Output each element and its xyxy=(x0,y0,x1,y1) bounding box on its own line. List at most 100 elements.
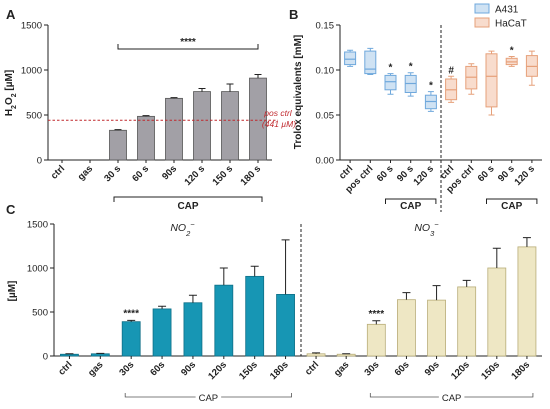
significance-label: **** xyxy=(123,308,139,319)
x-tick-label: 60 s xyxy=(476,163,497,184)
x-tick-label: 180s xyxy=(509,359,532,382)
bar-no2-90s xyxy=(183,302,203,357)
y-tick-label: 0 xyxy=(43,352,48,363)
box-a431-60s xyxy=(384,73,397,95)
error-bar xyxy=(312,352,321,354)
box-a431-ctrl xyxy=(344,49,357,67)
y-tick-label: 0.05 xyxy=(316,111,335,122)
y-axis-label: Trolox equivalents [mM] xyxy=(293,35,304,149)
x-tick-label: 120 s xyxy=(183,163,208,188)
significance-bracket xyxy=(117,44,259,50)
significance-label: **** xyxy=(369,309,385,320)
x-tick-label: 60s xyxy=(148,359,167,378)
bar-no2-180s xyxy=(276,293,295,357)
x-tick-label: gas xyxy=(86,359,105,378)
x-tick-label: gas xyxy=(76,163,95,182)
y-tick-label: 1500 xyxy=(27,220,48,231)
bar-no3-90s xyxy=(427,299,446,357)
cap-bracket xyxy=(486,198,538,204)
bar-no3-180s xyxy=(517,246,537,357)
box-a431-posctrl xyxy=(364,47,377,75)
bar-no3-gas xyxy=(336,353,356,357)
box-whisker xyxy=(488,50,495,116)
x-tick-label: ctrl xyxy=(56,359,74,377)
x-tick-label: 120s xyxy=(449,359,472,382)
panel-b: B 0.00 0.05 0.10 0.15 Trolox equivalents [mM]… xyxy=(289,3,542,212)
significance-mark: * xyxy=(429,81,433,92)
y-tick-label: 500 xyxy=(26,111,42,122)
x-tick-label: 120 s xyxy=(411,163,436,188)
y-tick-label: 0.00 xyxy=(316,156,335,167)
error-bar xyxy=(254,74,262,79)
y-tick-label: 0.10 xyxy=(316,66,335,77)
legend-item-hacat: HaCaT xyxy=(474,17,527,30)
error-bar xyxy=(127,319,136,322)
x-tick-label: ctrl xyxy=(49,163,67,181)
error-bar xyxy=(170,97,178,99)
bar-120s xyxy=(193,91,211,161)
box-body xyxy=(344,51,357,66)
error-bar xyxy=(372,320,381,325)
error-bar xyxy=(188,294,197,303)
legend-swatch xyxy=(474,3,490,14)
series-label-no3: NO3− xyxy=(414,220,439,238)
bar-no2-ctrl xyxy=(60,353,79,357)
y-axis-label: H2O2 [µM] xyxy=(4,70,18,116)
x-tick-label: gas xyxy=(332,359,351,378)
box-body xyxy=(364,50,377,75)
panel-letter-a: A xyxy=(6,7,16,22)
reference-label: pos ctrl xyxy=(263,108,293,118)
legend-label: HaCaT xyxy=(495,19,527,30)
series-label-no2: NO2− xyxy=(170,220,195,238)
box-whisker xyxy=(347,49,354,67)
bar-no2-150s xyxy=(245,275,265,357)
cap-label: CAP xyxy=(199,393,219,404)
panel-letter-b: B xyxy=(289,7,298,22)
x-tick-label: 90s xyxy=(179,359,198,378)
x-tick-label: 180s xyxy=(268,359,291,382)
error-bar xyxy=(462,279,471,287)
cap-bracket xyxy=(385,198,437,204)
bar-no3-150s xyxy=(487,267,507,357)
error-bar xyxy=(250,265,259,277)
x-tick-label: 150s xyxy=(237,359,260,382)
cap-label: CAP xyxy=(400,201,421,212)
bar-60s xyxy=(137,115,155,161)
x-tick-label: 60 s xyxy=(375,163,396,184)
y-tick-label: 1000 xyxy=(21,66,42,77)
bar-no3-ctrl xyxy=(306,353,326,357)
error-bar xyxy=(219,267,228,286)
y-tick-label: 1500 xyxy=(21,21,42,32)
box-hacat-posctrl xyxy=(465,63,478,95)
y-tick-label: 0 xyxy=(37,156,42,167)
significance-mark: * xyxy=(510,46,514,57)
bar-no2-60s xyxy=(152,308,172,357)
cap-label: CAP xyxy=(177,201,198,212)
bar-no2-30s xyxy=(121,321,141,357)
x-tick-label: 150s xyxy=(479,359,502,382)
x-tick-label: 60s xyxy=(393,359,412,378)
bar-90s xyxy=(165,97,183,161)
bar-no3-30s xyxy=(366,323,386,357)
cap-label-background xyxy=(195,393,222,404)
reference-value-label: (441 µM) xyxy=(262,119,296,129)
bar-30s xyxy=(109,129,127,161)
x-tick-label: 90s xyxy=(160,163,179,182)
significance-mark: # xyxy=(448,65,454,76)
box-whisker xyxy=(528,50,535,86)
y-tick-label: 1000 xyxy=(27,264,48,275)
x-tick-label: 60 s xyxy=(130,163,151,184)
cap-bracket xyxy=(113,196,263,202)
x-tick-label: 30s xyxy=(362,359,381,378)
cap-label: CAP xyxy=(442,393,462,404)
cap-label: CAP xyxy=(501,201,522,212)
error-bar xyxy=(432,285,441,301)
bar-no3-120s xyxy=(457,286,477,357)
cap-label-background xyxy=(438,393,465,404)
x-tick-label: 30 s xyxy=(102,163,123,184)
box-whisker xyxy=(448,75,455,103)
legend-swatch xyxy=(474,17,490,28)
error-bar xyxy=(142,115,150,117)
